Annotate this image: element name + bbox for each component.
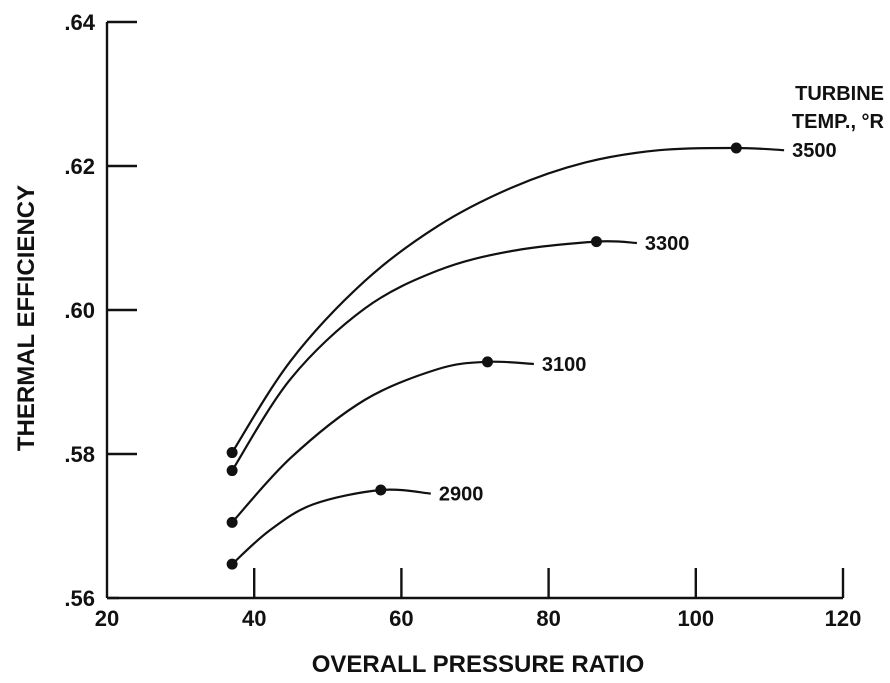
series-curve-3100 <box>231 360 534 524</box>
x-axis-ticks: 20 40 60 80 100 120 <box>95 568 862 631</box>
data-point-3300 <box>590 236 602 248</box>
y-tick-label: .64 <box>64 10 95 35</box>
series-label-3100: 3100 <box>542 354 587 376</box>
data-point-3500 <box>226 447 238 459</box>
data-point-2900 <box>375 484 387 496</box>
x-tick-label: 100 <box>677 606 714 631</box>
x-tick-label: 120 <box>825 606 862 631</box>
data-point-3300 <box>226 465 238 477</box>
x-tick-label: 40 <box>242 606 266 631</box>
x-axis-title: OVERALL PRESSURE RATIO <box>312 651 644 678</box>
y-tick-label: .60 <box>64 298 95 323</box>
axes <box>105 22 843 600</box>
data-point-3500 <box>730 142 742 154</box>
data-point-3100 <box>482 356 494 368</box>
series-curve-3300 <box>231 240 637 472</box>
y-tick-label: .58 <box>64 442 95 467</box>
x-tick-label: 80 <box>536 606 560 631</box>
data-point-3100 <box>226 516 238 528</box>
series-label-3300: 3300 <box>645 233 690 255</box>
y-tick-label: .62 <box>64 154 95 179</box>
y-axis-ticks: .56 .58 .60 .62 .64 <box>64 10 137 611</box>
data-point-2900 <box>226 558 238 570</box>
series-curve-3500 <box>231 146 785 454</box>
series-label-2900: 2900 <box>439 484 484 506</box>
legend-title-line-2: TEMP., °R <box>792 111 885 133</box>
series-labels: 3500 3300 3100 2900 <box>439 140 837 505</box>
y-tick-label: .56 <box>64 586 95 611</box>
series-curves <box>231 146 785 566</box>
series-markers <box>226 142 742 570</box>
y-axis-title: THERMAL EFFICIENCY <box>13 185 40 451</box>
x-tick-label: 60 <box>389 606 413 631</box>
series-label-3500: 3500 <box>792 140 837 162</box>
series-curve-2900 <box>231 488 431 566</box>
legend-title-line-1: TURBINE <box>795 83 884 105</box>
x-tick-label: 20 <box>95 606 119 631</box>
